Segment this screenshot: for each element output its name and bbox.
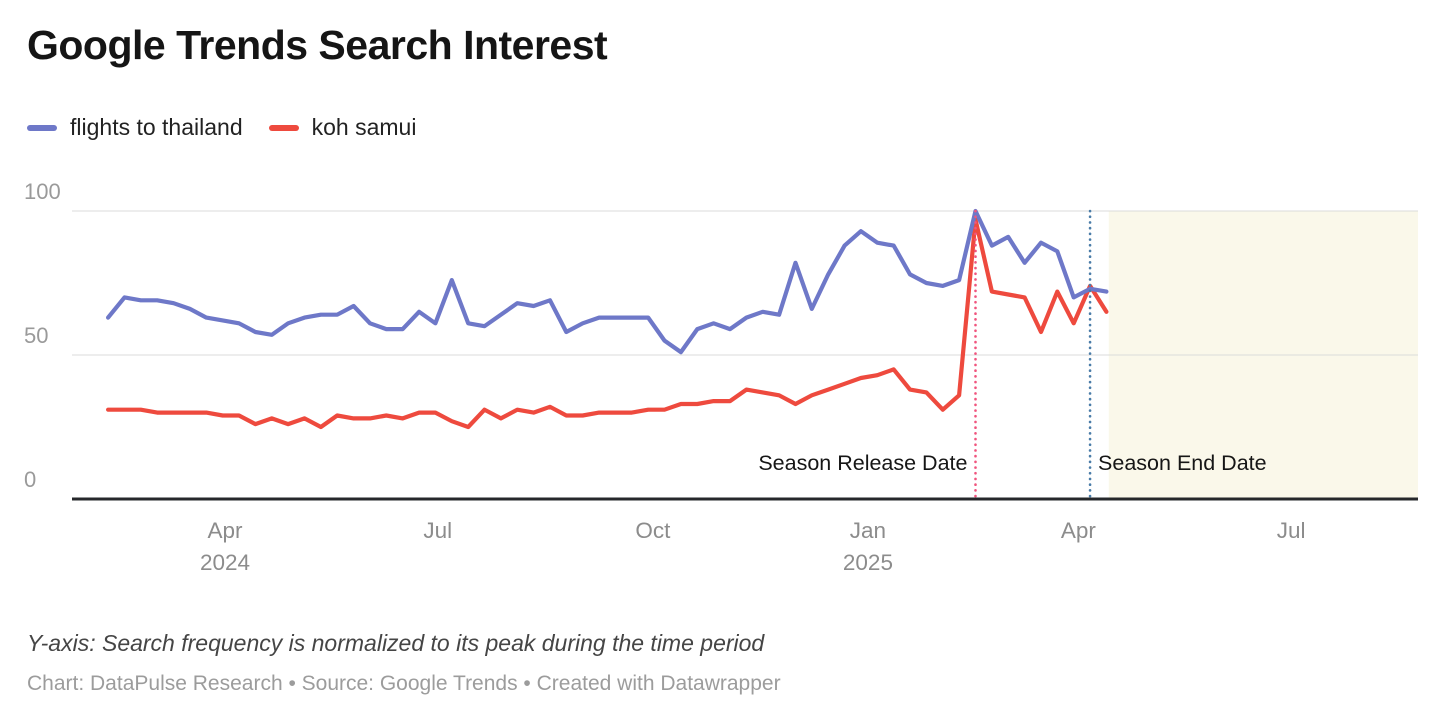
x-tick-jul-2025-07-01: Jul [1277,518,1306,543]
y-axis-note: Y-axis: Search frequency is normalized t… [27,630,765,656]
series-line-koh-samui [105,217,1109,430]
legend-item-koh-samui: koh samui [268,114,417,141]
legend-label-koh-samui: koh samui [311,114,417,140]
legend-item-flights-to-thailand: flights to thailand [27,114,243,141]
x-tick-apr-2024-04-01: Apr [207,518,243,543]
x-tick-year-2025: 2025 [843,550,893,575]
series-line-flights-to-thailand [105,208,1109,355]
x-tick-year-2024: 2024 [200,550,250,575]
x-tick-jul-2024-07-01: Jul [423,518,452,543]
legend-swatch-koh-samui [268,124,299,131]
annotation-label-season-end-date: Season End Date [1098,451,1267,475]
credit-line: Chart: DataPulse Research • Source: Goog… [27,672,781,695]
chart-title: Google Trends Search Interest [27,22,608,68]
x-tick-oct-2024-10-01: Oct [635,518,671,543]
y-tick-label-0: 0 [24,467,36,492]
chart-legend: flights to thailand koh samui [27,114,442,141]
x-tick-jan-2025-01-01: Jan [850,518,886,543]
y-tick-label-50: 50 [24,323,48,348]
legend-label-flights-to-thailand: flights to thailand [70,114,243,140]
legend-swatch-flights-to-thailand [27,124,57,131]
x-tick-apr-2025-04-01: Apr [1061,518,1097,543]
y-tick-label-100: 100 [24,179,61,204]
annotation-label-season-release-date: Season Release Date [758,451,967,475]
